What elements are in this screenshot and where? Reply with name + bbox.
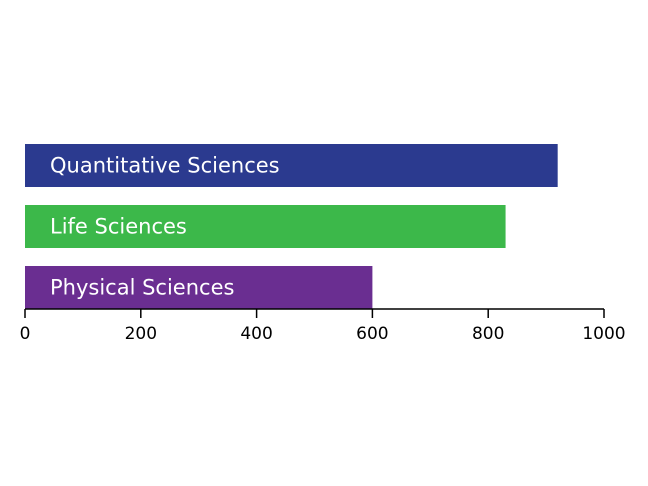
x-tick-label: 400 [240,324,272,344]
x-axis: 0 200 400 600 800 1000 [20,308,626,344]
x-tick-label: 1000 [582,324,625,344]
bar-life-sciences [25,205,506,248]
x-tick-label: 0 [20,324,31,344]
bar-label: Life Sciences [50,215,187,239]
bars-group: Quantitative Sciences Life Sciences Physic… [25,144,558,309]
bar-physical-sciences [25,266,373,309]
bar-label: Quantitative Sciences [50,154,280,178]
x-tick-label: 800 [472,324,504,344]
bar-label: Physical Sciences [50,276,234,300]
x-tick-label: 200 [125,324,157,344]
bar-quantitative-sciences [25,144,558,187]
x-tick-label: 600 [356,324,388,344]
